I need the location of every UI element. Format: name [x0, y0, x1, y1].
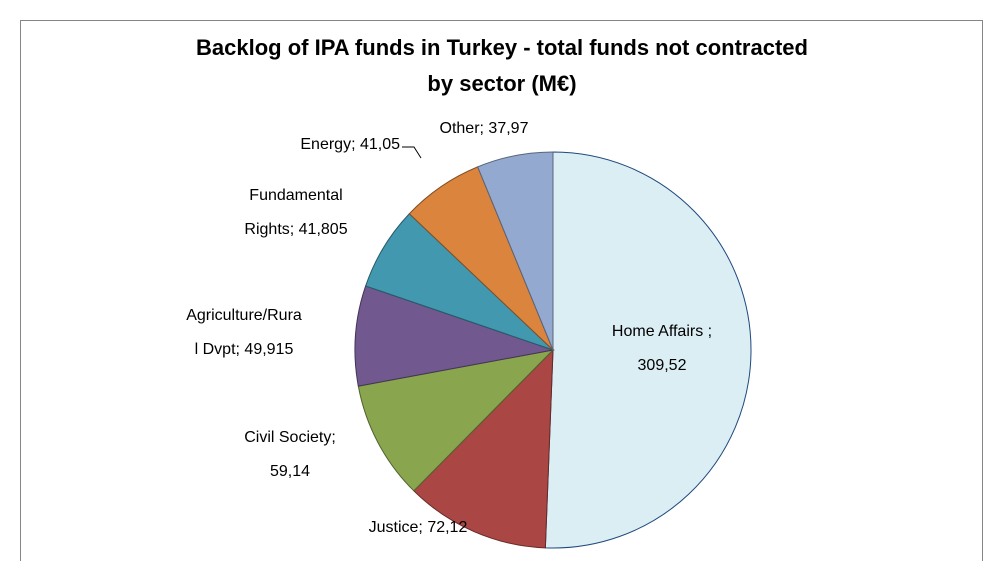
data-label: 309,52 [638, 357, 687, 374]
data-label: Agriculture/Rura [186, 307, 302, 324]
leader-line [402, 146, 422, 159]
pie-slice [357, 349, 555, 492]
data-label: Home Affairs ; [612, 323, 712, 340]
data-label: Fundamental [249, 187, 342, 204]
chart-title: by sector (M€) [427, 71, 576, 96]
pie-slice [544, 151, 752, 549]
data-label: Energy; 41,05 [300, 136, 400, 153]
data-label: 59,14 [270, 463, 310, 480]
data-label: l Dvpt; 49,915 [195, 341, 294, 358]
data-label: Other; 37,97 [440, 120, 529, 137]
pie-slice [477, 151, 554, 351]
pie-slice [413, 348, 554, 549]
chart-title: Backlog of IPA funds in Turkey - total f… [196, 35, 808, 60]
data-label: Justice; 72,12 [369, 519, 468, 536]
data-label: Civil Society; [244, 429, 336, 446]
pie-slice [354, 285, 555, 387]
data-label: Rights; 41,805 [244, 221, 347, 238]
